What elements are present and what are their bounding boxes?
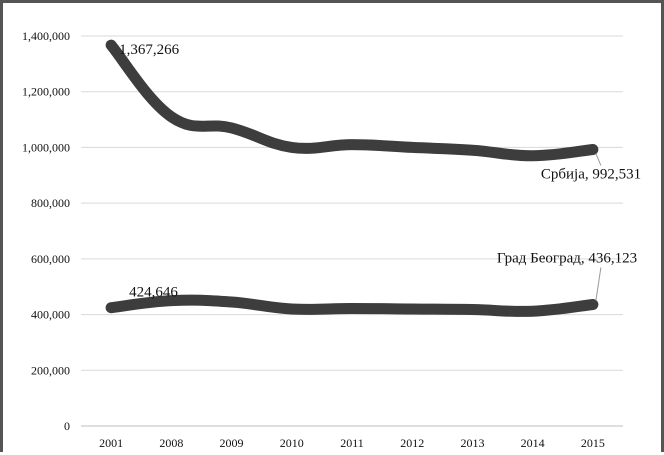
y-tick-label: 1,000,000 <box>22 140 70 154</box>
x-tick-label: 2011 <box>340 436 364 450</box>
data-label: 1,367,266 <box>119 42 180 58</box>
data-label: Србија, 992,531 <box>541 167 641 183</box>
data-labels: 1,367,266 Србија, 992,531 424,646 Град Беог… <box>119 42 641 301</box>
gridlines <box>81 36 623 426</box>
line-chart: 0 200,000 400,000 600,000 800,000 1,000,000 1,… <box>3 3 664 455</box>
y-tick-label: 1,400,000 <box>22 29 70 43</box>
x-tick-label: 2010 <box>280 436 304 450</box>
leader-line <box>596 268 601 301</box>
x-axis-ticks: 2001 2008 2009 2010 2011 2012 2013 2014 2015 <box>99 436 605 450</box>
data-label: 424,646 <box>129 285 178 301</box>
x-tick-label: 2015 <box>581 436 605 450</box>
x-tick-label: 2009 <box>220 436 244 450</box>
series-line-1 <box>111 300 593 311</box>
y-tick-label: 200,000 <box>31 363 70 377</box>
x-tick-label: 2013 <box>460 436 484 450</box>
y-axis-ticks: 0 200,000 400,000 600,000 800,000 1,000,000 1,… <box>22 29 70 433</box>
series-lines <box>111 45 593 311</box>
data-label: Град Београд, 436,123 <box>497 251 637 267</box>
y-tick-label: 400,000 <box>31 308 70 322</box>
x-tick-label: 2008 <box>159 436 183 450</box>
y-tick-label: 600,000 <box>31 252 70 266</box>
x-tick-label: 2001 <box>99 436 123 450</box>
x-tick-label: 2012 <box>400 436 424 450</box>
y-tick-label: 800,000 <box>31 196 70 210</box>
leader-line <box>596 154 601 166</box>
y-tick-label: 1,200,000 <box>22 85 70 99</box>
y-tick-label: 0 <box>64 419 70 433</box>
x-tick-label: 2014 <box>521 436 545 450</box>
series-line-0 <box>111 45 593 156</box>
